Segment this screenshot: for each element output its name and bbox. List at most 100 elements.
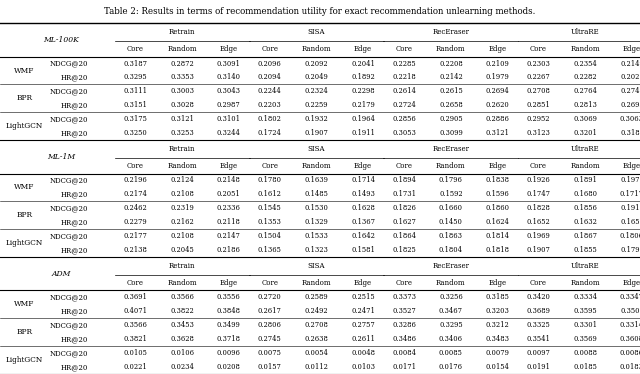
Text: 0.3053: 0.3053 (392, 129, 416, 137)
Text: HR@20: HR@20 (61, 363, 88, 371)
Text: 0.3187: 0.3187 (124, 59, 147, 68)
Text: Core: Core (127, 279, 144, 287)
Text: 0.0183: 0.0183 (620, 363, 640, 371)
Text: 0.2049: 0.2049 (305, 73, 328, 82)
Text: 0.1353: 0.1353 (258, 218, 282, 226)
Text: 0.3325: 0.3325 (527, 321, 550, 329)
Text: 0.1814: 0.1814 (486, 232, 509, 240)
Text: 0.1892: 0.1892 (351, 73, 375, 82)
Text: RecEraser: RecEraser (433, 262, 469, 270)
Text: Edge: Edge (354, 45, 372, 53)
Text: 0.3185: 0.3185 (486, 294, 509, 301)
Text: 0.2208: 0.2208 (439, 59, 463, 68)
Text: 0.3499: 0.3499 (217, 321, 241, 329)
Text: 0.2096: 0.2096 (258, 59, 282, 68)
Text: 0.3212: 0.3212 (486, 321, 509, 329)
Text: 0.1806: 0.1806 (620, 232, 640, 240)
Text: 0.2708: 0.2708 (305, 321, 328, 329)
Text: 0.1581: 0.1581 (351, 246, 375, 254)
Text: 0.2267: 0.2267 (527, 73, 550, 82)
Text: 0.1504: 0.1504 (258, 232, 282, 240)
Text: 0.2094: 0.2094 (258, 73, 282, 82)
Text: Retrain: Retrain (169, 145, 195, 153)
Text: 0.2764: 0.2764 (573, 88, 597, 95)
Text: 0.1714: 0.1714 (351, 177, 375, 184)
Text: 0.1493: 0.1493 (351, 190, 375, 199)
Text: 0.2051: 0.2051 (217, 190, 241, 199)
Text: 0.1642: 0.1642 (351, 232, 375, 240)
Text: 0.1323: 0.1323 (305, 246, 328, 254)
Text: Random: Random (167, 162, 197, 170)
Text: SISA: SISA (308, 28, 325, 36)
Text: SISA: SISA (308, 262, 325, 270)
Text: 0.2148: 0.2148 (217, 177, 241, 184)
Text: 0.2162: 0.2162 (170, 218, 194, 226)
Text: 0.1632: 0.1632 (573, 218, 597, 226)
Text: 0.0075: 0.0075 (258, 349, 282, 357)
Text: 0.3595: 0.3595 (573, 307, 597, 315)
Text: 0.2492: 0.2492 (305, 307, 328, 315)
Text: 0.1894: 0.1894 (392, 177, 416, 184)
Text: UltraRE: UltraRE (571, 28, 600, 36)
Text: 0.3527: 0.3527 (392, 307, 416, 315)
Text: 0.2218: 0.2218 (392, 73, 416, 82)
Text: 0.0171: 0.0171 (392, 363, 416, 371)
Text: 0.2806: 0.2806 (258, 321, 282, 329)
Text: 0.2138: 0.2138 (124, 246, 147, 254)
Text: Edge: Edge (220, 162, 238, 170)
Text: Random: Random (167, 279, 197, 287)
Text: 0.1860: 0.1860 (486, 204, 509, 212)
Text: 0.3718: 0.3718 (217, 335, 241, 343)
Text: 0.3566: 0.3566 (124, 321, 147, 329)
Text: HR@20: HR@20 (61, 335, 88, 343)
Text: HR@20: HR@20 (61, 73, 88, 82)
Text: Random: Random (436, 162, 466, 170)
Text: HR@20: HR@20 (61, 246, 88, 254)
Text: 0.0157: 0.0157 (258, 363, 282, 371)
Text: UltraRE: UltraRE (571, 262, 600, 270)
Text: 0.1798: 0.1798 (620, 246, 640, 254)
Text: 0.3467: 0.3467 (439, 307, 463, 315)
Text: 0.3043: 0.3043 (217, 88, 241, 95)
Text: 0.2203: 0.2203 (258, 101, 282, 109)
Text: 0.3569: 0.3569 (573, 335, 597, 343)
Text: 0.2872: 0.2872 (170, 59, 194, 68)
Text: Edge: Edge (488, 162, 507, 170)
Text: 0.3628: 0.3628 (170, 335, 194, 343)
Text: 0.2695: 0.2695 (620, 101, 640, 109)
Text: 0.2757: 0.2757 (351, 321, 375, 329)
Text: 0.2813: 0.2813 (573, 101, 597, 109)
Text: 0.0191: 0.0191 (527, 363, 550, 371)
Text: 0.3140: 0.3140 (217, 73, 241, 82)
Text: 0.3099: 0.3099 (439, 129, 463, 137)
Text: LightGCN: LightGCN (6, 239, 43, 247)
Text: 0.3541: 0.3541 (527, 335, 550, 343)
Text: 0.1365: 0.1365 (258, 246, 282, 254)
Text: 0.2147: 0.2147 (217, 232, 241, 240)
Text: NDCG@20: NDCG@20 (50, 232, 88, 240)
Text: 0.1596: 0.1596 (486, 190, 509, 199)
Text: 0.1855: 0.1855 (573, 246, 597, 254)
Text: 0.1964: 0.1964 (351, 115, 375, 123)
Text: 0.0079: 0.0079 (486, 349, 509, 357)
Text: 0.0208: 0.0208 (217, 363, 241, 371)
Text: 0.0234: 0.0234 (170, 363, 194, 371)
Text: 0.0103: 0.0103 (351, 363, 375, 371)
Text: 0.2694: 0.2694 (486, 88, 509, 95)
Text: Random: Random (301, 279, 332, 287)
Text: 0.1907: 0.1907 (305, 129, 328, 137)
Text: 0.1545: 0.1545 (258, 204, 282, 212)
Text: 0.1864: 0.1864 (392, 232, 416, 240)
Text: 0.0106: 0.0106 (170, 349, 194, 357)
Text: 0.0112: 0.0112 (305, 363, 328, 371)
Text: 0.3848: 0.3848 (217, 307, 241, 315)
Text: 0.2319: 0.2319 (170, 204, 194, 212)
Text: 0.2987: 0.2987 (217, 101, 241, 109)
Text: 0.1367: 0.1367 (351, 218, 375, 226)
Text: 0.2124: 0.2124 (170, 177, 194, 184)
Text: Core: Core (127, 162, 144, 170)
Text: 0.1731: 0.1731 (392, 190, 416, 199)
Text: 0.1796: 0.1796 (439, 177, 463, 184)
Text: 0.1717: 0.1717 (620, 190, 640, 199)
Text: 0.2041: 0.2041 (351, 59, 375, 68)
